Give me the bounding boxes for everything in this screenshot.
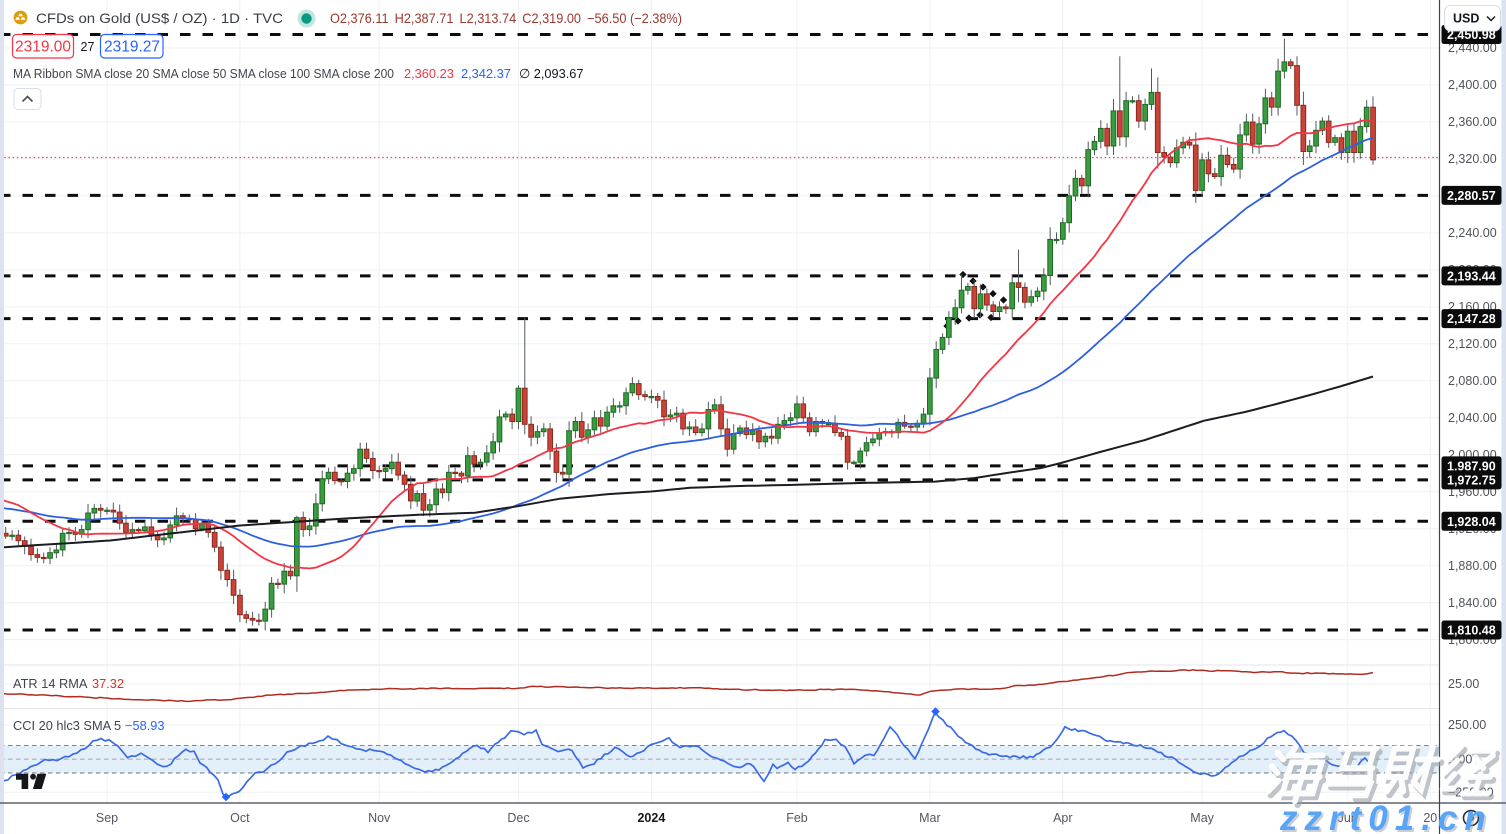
svg-text:37.32: 37.32 — [92, 676, 124, 691]
svg-text:2,360.23: 2,360.23 — [404, 66, 454, 81]
svg-text:Oct: Oct — [230, 811, 250, 825]
svg-text:2,193.44: 2,193.44 — [1447, 269, 1496, 283]
svg-text:USD: USD — [1453, 12, 1479, 26]
svg-text:CFDs on Gold (US$ / OZ) · 1D ·: CFDs on Gold (US$ / OZ) · 1D · TVC — [36, 11, 283, 26]
svg-text:2,360.00: 2,360.00 — [1448, 115, 1497, 129]
svg-text:20: 20 — [1423, 811, 1437, 825]
svg-text:O2,376.11 H2,387.71 L2,313.7: O2,376.11 H2,387.71 L2,313.74 C2,319.00 … — [330, 11, 682, 26]
svg-text:∅ 2,093.67: ∅ 2,093.67 — [519, 66, 584, 81]
svg-text:1,928.04: 1,928.04 — [1447, 515, 1496, 529]
svg-text:Jun: Jun — [1338, 811, 1358, 825]
svg-text:27: 27 — [81, 40, 95, 54]
svg-text:2,147.28: 2,147.28 — [1447, 312, 1496, 326]
svg-text:250.00: 250.00 — [1448, 718, 1486, 732]
svg-text:Nov: Nov — [368, 811, 391, 825]
svg-text:1,972.75: 1,972.75 — [1447, 473, 1496, 487]
svg-text:CCI 20 hlc3 SMA 5: CCI 20 hlc3 SMA 5 — [13, 718, 121, 733]
svg-text:Mar: Mar — [919, 811, 941, 825]
svg-text:−58.93: −58.93 — [125, 718, 165, 733]
svg-text:25.00: 25.00 — [1448, 677, 1479, 691]
svg-text:2,440.00: 2,440.00 — [1448, 41, 1497, 55]
svg-text:2,240.00: 2,240.00 — [1448, 226, 1497, 240]
svg-text:Dec: Dec — [507, 811, 529, 825]
svg-text:MA Ribbon SMA close 20 SMA clo: MA Ribbon SMA close 20 SMA close 50 SMA … — [13, 66, 394, 81]
svg-text:Sep: Sep — [96, 811, 118, 825]
svg-text:2024: 2024 — [637, 811, 665, 825]
svg-text:2,280.57: 2,280.57 — [1447, 189, 1496, 203]
svg-text:May: May — [1190, 811, 1214, 825]
svg-text:2,320.00: 2,320.00 — [1448, 152, 1497, 166]
svg-text:1,987.90: 1,987.90 — [1447, 459, 1496, 473]
svg-text:1,810.48: 1,810.48 — [1447, 624, 1496, 638]
svg-text:2319.00: 2319.00 — [15, 39, 71, 56]
svg-text:2,400.00: 2,400.00 — [1448, 78, 1497, 92]
svg-text:ATR 14 RMA: ATR 14 RMA — [13, 676, 88, 691]
svg-text:Feb: Feb — [786, 811, 808, 825]
svg-text:2,040.00: 2,040.00 — [1448, 411, 1497, 425]
svg-text:2319.27: 2319.27 — [104, 39, 160, 56]
svg-text:1,840.00: 1,840.00 — [1448, 596, 1497, 610]
svg-text:Apr: Apr — [1053, 811, 1072, 825]
svg-text:2,342.37: 2,342.37 — [461, 66, 511, 81]
svg-text:2,080.00: 2,080.00 — [1448, 374, 1497, 388]
svg-text:2,120.00: 2,120.00 — [1448, 337, 1497, 351]
svg-text:1,880.00: 1,880.00 — [1448, 559, 1497, 573]
